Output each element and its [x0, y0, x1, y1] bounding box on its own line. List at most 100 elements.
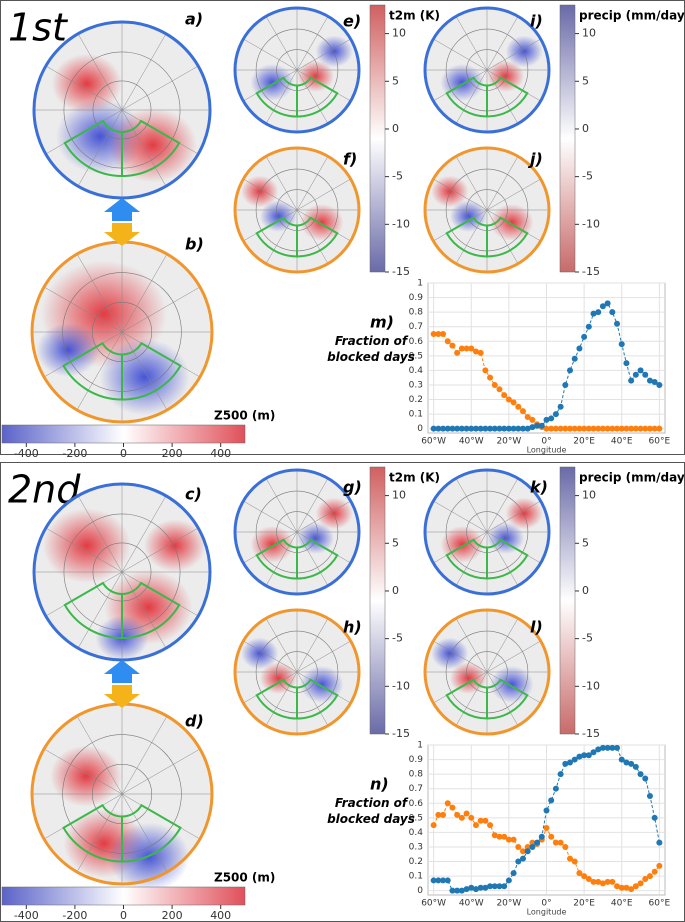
data-point [646, 873, 653, 880]
colorbar [559, 4, 576, 273]
data-point [567, 425, 574, 432]
data-point [510, 870, 517, 877]
data-point [656, 381, 663, 388]
y-tick-label: 0.2 [409, 395, 423, 405]
data-point [444, 338, 451, 345]
graticule [121, 33, 167, 111]
data-point [632, 883, 639, 890]
graticule [486, 16, 519, 71]
y-tick-label: 0.8 [409, 770, 424, 780]
data-point [562, 843, 569, 850]
colorbar [1, 424, 246, 444]
panel-label: i) [530, 12, 543, 31]
data-point [430, 425, 437, 432]
data-point [590, 749, 597, 756]
map [32, 482, 212, 662]
data-point [576, 345, 583, 352]
data-point [632, 371, 639, 378]
y-tick-label: 1 [417, 279, 423, 289]
data-point [552, 411, 559, 418]
data-point [515, 843, 522, 850]
data-point [463, 886, 470, 893]
graticule [455, 618, 488, 673]
map [32, 20, 212, 200]
y-tick-label: 0.8 [409, 308, 424, 318]
x-tick-label: 40°W [459, 899, 484, 909]
graticule [121, 331, 168, 411]
map-border [423, 608, 551, 736]
data-point [440, 425, 447, 432]
sector [62, 341, 182, 401]
data-point [449, 425, 456, 432]
x-tick-label: 20°E [573, 437, 595, 447]
map [233, 608, 361, 736]
map-border [423, 146, 551, 274]
colorbar-tick-label: -200 [62, 909, 87, 922]
data-point [435, 425, 442, 432]
data-point [656, 425, 663, 432]
x-tick-label: 40°E [611, 437, 633, 447]
data-point [552, 785, 559, 792]
colorbar-tick-label: 400 [210, 909, 231, 922]
graticule [296, 531, 329, 586]
graticule [121, 109, 167, 187]
graticule [486, 156, 519, 211]
data-point [576, 870, 583, 877]
data-point [468, 425, 475, 432]
data-point [632, 763, 639, 770]
y-tick-label: 0.7 [409, 784, 423, 794]
data-point [468, 884, 475, 891]
data-point [524, 848, 531, 855]
y-tick-label: 0.9 [409, 755, 424, 765]
graticule [455, 478, 488, 533]
data-point [482, 425, 489, 432]
data-point [487, 822, 494, 829]
data-point [510, 399, 517, 406]
colorbar-tick-label: -15 [582, 265, 600, 278]
map [423, 6, 551, 134]
graticule [45, 527, 123, 573]
data-point [642, 371, 649, 378]
data-point [642, 775, 649, 782]
data-point [496, 386, 503, 393]
data-point [557, 771, 564, 778]
data-point [543, 807, 550, 814]
anomaly [36, 323, 100, 377]
graticule [265, 671, 298, 726]
data-point [595, 425, 602, 432]
data-point [614, 425, 621, 432]
colorbar-tick-label: 400 [210, 447, 231, 460]
anomaly [297, 60, 335, 93]
graticule [76, 715, 123, 795]
data-point [581, 873, 588, 880]
data-point [534, 839, 541, 846]
graticule [455, 671, 488, 726]
data-point [628, 886, 635, 893]
data-point [505, 877, 512, 884]
data-point [496, 425, 503, 432]
data-point [487, 374, 494, 381]
data-point [458, 887, 465, 894]
graticule [243, 178, 298, 211]
graticule [45, 65, 123, 111]
data-point [599, 303, 606, 310]
data-point [632, 425, 639, 432]
map [423, 608, 551, 736]
x-tick-label: 60°E [649, 437, 671, 447]
data-point [515, 858, 522, 865]
colorbar-tick-label: -10 [392, 679, 410, 692]
graticule [433, 178, 488, 211]
data-point [477, 817, 484, 824]
data-point [552, 425, 559, 432]
colorbar-tick-label: 0 [582, 584, 589, 597]
data-point [435, 811, 442, 818]
graticule [265, 478, 298, 533]
graticule [77, 571, 123, 649]
y-tick-label: 0.1 [409, 410, 423, 420]
y-tick-label: 0.9 [409, 293, 424, 303]
anomaly [259, 200, 297, 233]
sector [445, 76, 529, 118]
y-tick-label: 0.6 [409, 337, 424, 347]
data-point [604, 425, 611, 432]
data-point [529, 424, 536, 431]
